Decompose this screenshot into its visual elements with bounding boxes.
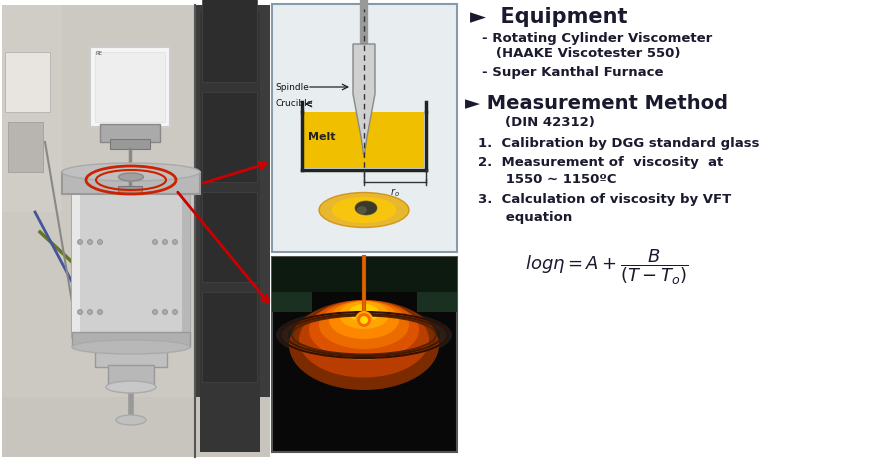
Ellipse shape [276, 309, 452, 361]
Bar [272, 257, 457, 292]
Polygon shape [353, 44, 375, 157]
Bar [95, 345, 167, 367]
Ellipse shape [106, 381, 156, 393]
Text: ►  Equipment: ► Equipment [470, 7, 627, 27]
Ellipse shape [116, 415, 146, 425]
Circle shape [360, 316, 368, 324]
Bar [100, 124, 160, 142]
Bar [2, 5, 270, 457]
Bar [62, 172, 200, 194]
Text: Melt: Melt [308, 132, 336, 142]
Bar [72, 192, 190, 337]
Circle shape [356, 312, 372, 328]
Circle shape [162, 239, 168, 244]
Text: ► Measurement Method: ► Measurement Method [465, 94, 728, 113]
Ellipse shape [309, 300, 419, 360]
Ellipse shape [62, 163, 200, 181]
Ellipse shape [349, 304, 379, 322]
Text: 1.  Calibration by DGG standard glass: 1. Calibration by DGG standard glass [478, 137, 759, 150]
Text: 2.  Measurement of  viscosity  at: 2. Measurement of viscosity at [478, 156, 723, 169]
Circle shape [78, 310, 83, 315]
Circle shape [152, 239, 158, 244]
Bar [90, 47, 170, 127]
Text: $r_o$: $r_o$ [390, 186, 400, 199]
Bar [72, 332, 190, 347]
Bar [2, 5, 270, 457]
Bar [110, 139, 150, 149]
Circle shape [152, 310, 158, 315]
Bar [72, 192, 80, 337]
Circle shape [78, 239, 83, 244]
Bar [272, 257, 457, 452]
Bar [5, 52, 50, 112]
Circle shape [162, 310, 168, 315]
Bar [202, 92, 257, 182]
Circle shape [173, 239, 177, 244]
Ellipse shape [319, 301, 409, 349]
Text: - Super Kanthal Furnace: - Super Kanthal Furnace [482, 66, 664, 79]
Text: - Rotating Cylinder Viscometer: - Rotating Cylinder Viscometer [482, 32, 712, 45]
Bar [182, 192, 190, 337]
Text: (HAAKE Viscotester 550): (HAAKE Viscotester 550) [482, 47, 681, 60]
Text: (DIN 42312): (DIN 42312) [505, 116, 595, 129]
Text: Crucible: Crucible [275, 99, 313, 109]
Ellipse shape [355, 201, 377, 215]
Bar [272, 4, 457, 252]
Ellipse shape [299, 303, 429, 377]
Ellipse shape [339, 301, 389, 329]
Circle shape [97, 239, 102, 244]
Bar [272, 257, 312, 312]
Bar [202, 192, 257, 282]
Circle shape [97, 310, 102, 315]
Bar [202, 0, 257, 82]
Ellipse shape [288, 312, 440, 358]
Text: $log\eta = A + \dfrac{B}{(T - T_o)}$: $log\eta = A + \dfrac{B}{(T - T_o)}$ [525, 247, 689, 286]
Bar [2, 5, 62, 212]
Bar [202, 292, 257, 382]
Bar [417, 257, 457, 312]
Bar [195, 5, 270, 457]
Text: RE: RE [95, 51, 102, 56]
Ellipse shape [319, 193, 409, 227]
Bar [8, 122, 43, 172]
Text: 3.  Calculation of viscosity by VFT: 3. Calculation of viscosity by VFT [478, 193, 732, 206]
Bar [95, 52, 165, 122]
Ellipse shape [289, 300, 439, 390]
Ellipse shape [119, 173, 143, 181]
Text: 1550 ∼ 1150ºC: 1550 ∼ 1150ºC [478, 173, 617, 186]
Ellipse shape [331, 197, 396, 223]
Ellipse shape [282, 310, 446, 359]
Ellipse shape [329, 301, 399, 339]
Text: Spindle: Spindle [275, 83, 309, 91]
Bar [108, 365, 154, 387]
Text: equation: equation [478, 211, 572, 224]
Bar [118, 186, 142, 194]
Ellipse shape [357, 206, 367, 214]
Circle shape [87, 239, 93, 244]
Bar [2, 397, 270, 457]
Bar [304, 112, 424, 168]
Circle shape [173, 310, 177, 315]
Circle shape [87, 310, 93, 315]
Ellipse shape [72, 340, 190, 354]
Bar [200, 12, 260, 452]
